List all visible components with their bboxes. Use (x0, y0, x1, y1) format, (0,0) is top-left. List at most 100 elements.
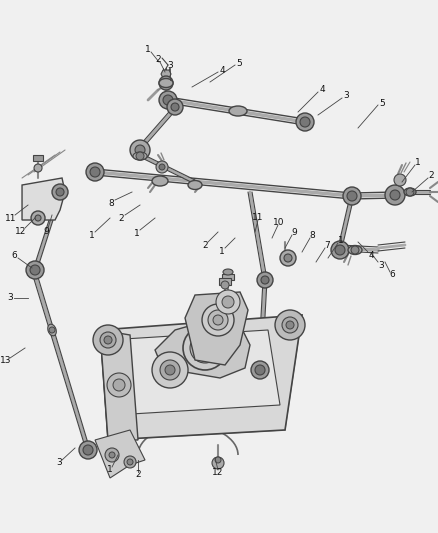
Text: 5: 5 (379, 99, 385, 108)
Text: 12: 12 (15, 227, 27, 236)
Circle shape (190, 333, 220, 363)
Polygon shape (161, 70, 171, 78)
Text: 10: 10 (273, 217, 285, 227)
Circle shape (127, 459, 133, 465)
Circle shape (35, 215, 41, 221)
Circle shape (26, 261, 44, 279)
Circle shape (100, 332, 116, 348)
Text: 12: 12 (212, 469, 224, 478)
Text: 8: 8 (108, 198, 114, 207)
Circle shape (257, 272, 273, 288)
Polygon shape (95, 430, 145, 478)
Circle shape (286, 321, 294, 329)
Text: 7: 7 (324, 240, 330, 249)
Circle shape (104, 336, 112, 344)
Circle shape (251, 361, 269, 379)
Circle shape (390, 190, 400, 200)
Circle shape (113, 379, 125, 391)
Circle shape (284, 254, 292, 262)
Circle shape (109, 452, 115, 458)
Text: 1: 1 (107, 465, 113, 474)
Ellipse shape (48, 324, 57, 336)
Text: 1: 1 (219, 246, 225, 255)
Text: 3: 3 (343, 91, 349, 100)
Circle shape (152, 352, 188, 388)
Circle shape (83, 445, 93, 455)
Circle shape (136, 152, 144, 160)
Circle shape (215, 457, 221, 463)
Polygon shape (22, 178, 65, 220)
Text: 9: 9 (291, 228, 297, 237)
Text: 1: 1 (89, 230, 95, 239)
Circle shape (56, 188, 64, 196)
Circle shape (213, 315, 223, 325)
Polygon shape (155, 320, 250, 378)
Circle shape (79, 441, 97, 459)
Circle shape (351, 246, 359, 254)
Polygon shape (108, 330, 280, 415)
Text: 3: 3 (378, 261, 384, 270)
Text: 6: 6 (389, 271, 395, 279)
Ellipse shape (188, 181, 202, 190)
Text: 2: 2 (135, 471, 141, 480)
Text: 4: 4 (219, 66, 225, 75)
Ellipse shape (223, 269, 233, 275)
Bar (222, 274, 234, 280)
Circle shape (275, 310, 305, 340)
Bar (33, 155, 43, 161)
Ellipse shape (229, 106, 247, 116)
Circle shape (282, 317, 298, 333)
Circle shape (90, 167, 100, 177)
Circle shape (93, 325, 123, 355)
Circle shape (222, 296, 234, 308)
Ellipse shape (159, 78, 173, 87)
Ellipse shape (152, 176, 168, 186)
Circle shape (167, 99, 183, 115)
Circle shape (165, 365, 175, 375)
Polygon shape (100, 315, 302, 440)
Text: 2: 2 (202, 240, 208, 249)
Circle shape (162, 79, 170, 87)
Circle shape (347, 191, 357, 201)
Text: 11: 11 (252, 213, 264, 222)
Circle shape (135, 145, 145, 155)
Circle shape (331, 241, 349, 259)
Text: 2: 2 (118, 214, 124, 222)
Text: 1: 1 (134, 229, 140, 238)
Text: 4: 4 (368, 251, 374, 260)
Circle shape (280, 250, 296, 266)
Circle shape (406, 188, 414, 196)
Circle shape (107, 373, 131, 397)
Circle shape (159, 76, 173, 90)
Circle shape (171, 103, 179, 111)
Text: 9: 9 (43, 227, 49, 236)
Text: 6: 6 (11, 251, 17, 260)
Ellipse shape (404, 188, 416, 196)
Text: 1: 1 (415, 158, 421, 166)
Ellipse shape (348, 246, 362, 254)
Circle shape (394, 174, 406, 186)
Circle shape (343, 187, 361, 205)
Circle shape (124, 456, 136, 468)
Text: 13: 13 (0, 357, 12, 366)
Circle shape (216, 290, 240, 314)
Text: 3: 3 (7, 294, 13, 303)
Text: 8: 8 (309, 230, 315, 239)
Circle shape (202, 304, 234, 336)
Circle shape (86, 163, 104, 181)
Circle shape (296, 113, 314, 131)
Circle shape (160, 360, 180, 380)
Circle shape (335, 245, 345, 255)
Circle shape (105, 448, 119, 462)
Circle shape (208, 310, 228, 330)
Text: 1: 1 (338, 236, 344, 245)
Circle shape (261, 276, 269, 284)
Circle shape (212, 457, 224, 469)
Ellipse shape (133, 152, 147, 160)
Circle shape (49, 327, 55, 333)
Circle shape (34, 164, 42, 172)
Circle shape (255, 365, 265, 375)
Text: 3: 3 (167, 61, 173, 69)
Circle shape (156, 161, 168, 173)
Text: 1: 1 (145, 45, 151, 53)
